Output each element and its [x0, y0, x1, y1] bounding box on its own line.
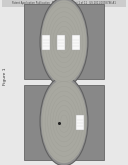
Text: Figure 1: Figure 1 — [3, 68, 7, 85]
Ellipse shape — [40, 0, 88, 87]
Bar — [72, 35, 80, 50]
Bar — [57, 35, 65, 50]
Bar — [2, 0, 126, 7]
Ellipse shape — [40, 77, 88, 165]
Ellipse shape — [41, 0, 87, 84]
Bar — [42, 35, 50, 50]
Bar — [24, 4, 104, 79]
Bar — [24, 85, 104, 160]
Text: Patent Application Publication   May 10, 2011  Sheet 1 of 11   US 2011/0098786 A: Patent Application Publication May 10, 2… — [12, 1, 116, 5]
Bar — [76, 115, 84, 130]
Ellipse shape — [41, 79, 87, 163]
